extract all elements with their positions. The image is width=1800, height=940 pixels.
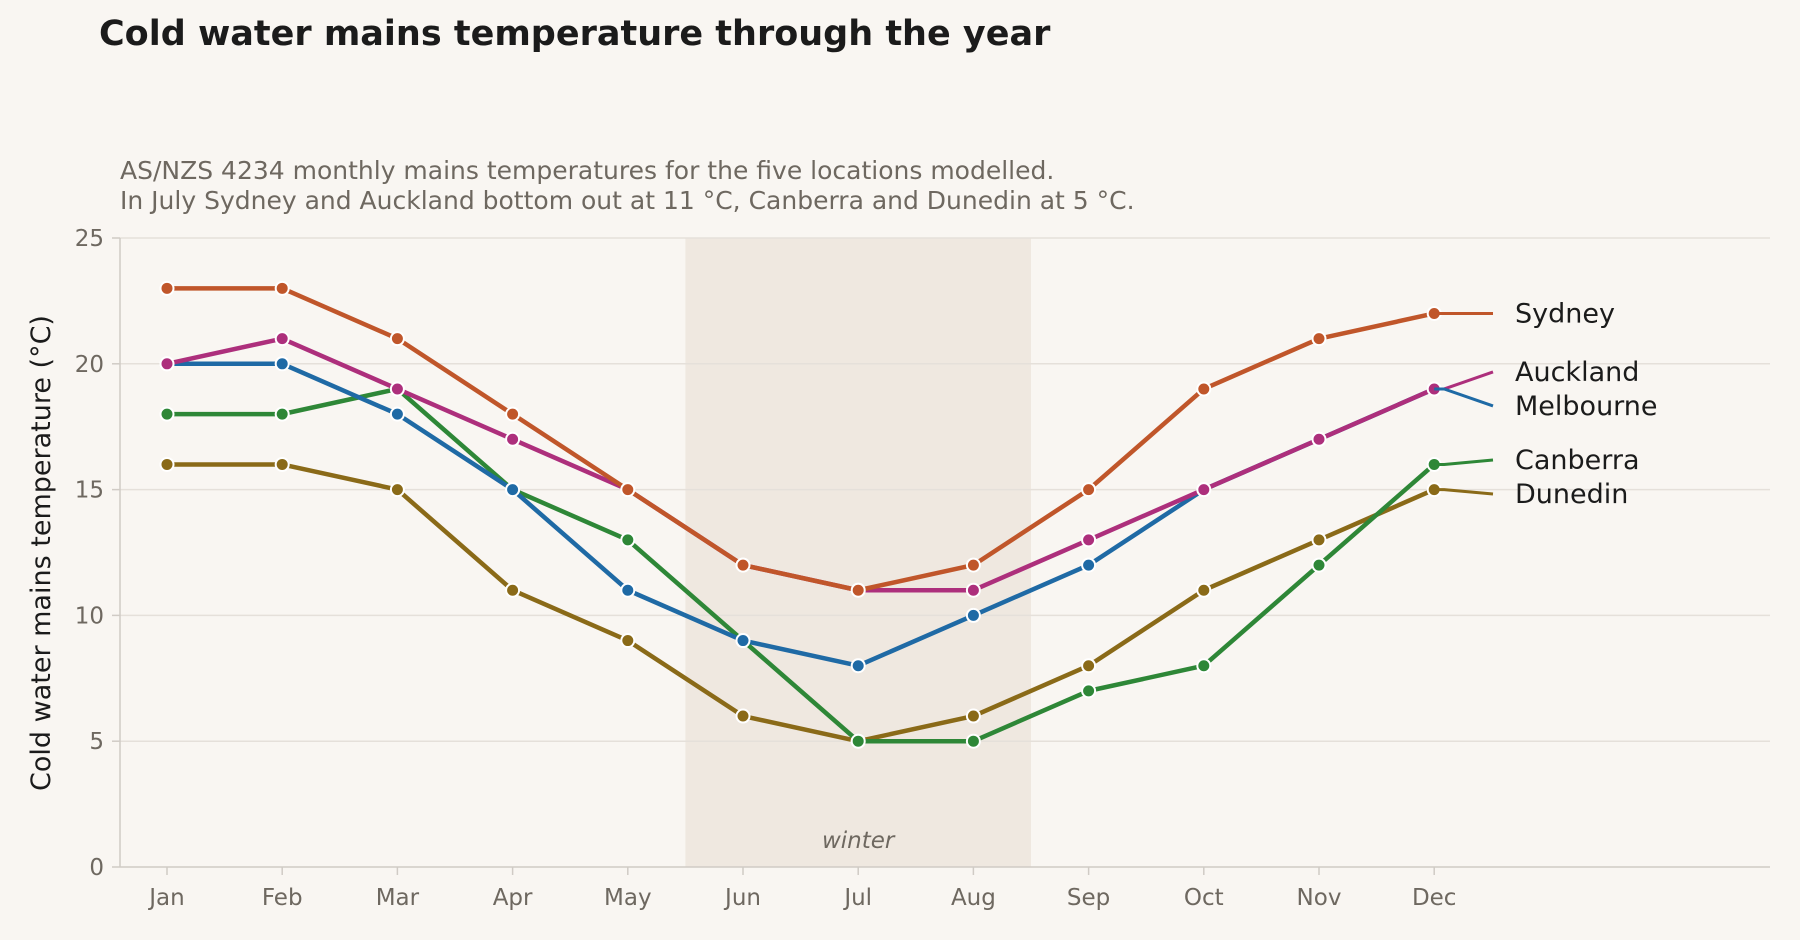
data-point (850, 582, 866, 598)
data-point (1311, 532, 1327, 548)
series-sydney (159, 280, 1442, 598)
x-tick-label: Jun (723, 885, 761, 911)
winter-band-label: winter (822, 828, 896, 854)
legend-item-sydney: Sydney (1434, 298, 1615, 329)
data-point (1196, 658, 1212, 674)
data-point (965, 582, 981, 598)
data-point (159, 456, 175, 472)
data-point (389, 331, 405, 347)
data-point (505, 406, 521, 422)
winter-band (685, 238, 1031, 867)
legend-label: Dunedin (1515, 479, 1628, 510)
series-line (164, 386, 1437, 744)
series-layer (159, 280, 1442, 749)
x-tick-label: Apr (493, 885, 533, 911)
legend-connector (1434, 387, 1494, 408)
data-point (505, 431, 521, 447)
y-axis-label: Cold water mains temperature (°C) (26, 315, 57, 791)
data-point (505, 482, 521, 498)
data-point (965, 733, 981, 749)
data-point (620, 582, 636, 598)
data-point (1081, 557, 1097, 573)
data-point (620, 482, 636, 498)
data-point (965, 708, 981, 724)
x-tick-label: Feb (262, 885, 303, 911)
data-point (1196, 381, 1212, 397)
data-point (389, 381, 405, 397)
data-point (505, 582, 521, 598)
data-point (1311, 331, 1327, 347)
data-point (274, 280, 290, 296)
data-point (1311, 431, 1327, 447)
x-tick-label: May (604, 885, 652, 911)
y-tick-label: 25 (75, 226, 104, 252)
x-tick-label: Dec (1412, 885, 1457, 911)
series-line (164, 286, 1437, 593)
legend-item-canberra: Canberra (1434, 445, 1640, 476)
data-point (965, 557, 981, 573)
series-canberra (159, 381, 1442, 749)
y-tick-label: 10 (75, 603, 104, 629)
y-tick-label: 15 (75, 478, 104, 504)
chart-subtitle-line-2: In July Sydney and Auckland bottom out a… (120, 186, 1135, 215)
data-point (735, 708, 751, 724)
legend-label: Sydney (1515, 298, 1615, 329)
data-point (159, 406, 175, 422)
legend-label: Melbourne (1515, 391, 1658, 422)
data-point (735, 633, 751, 649)
data-point (274, 406, 290, 422)
data-point (620, 633, 636, 649)
data-point (1311, 557, 1327, 573)
x-tick-label: Mar (376, 885, 420, 911)
legend-item-melbourne: Melbourne (1434, 387, 1658, 422)
legend-connector (1434, 458, 1494, 466)
data-point (1196, 482, 1212, 498)
data-point (735, 557, 751, 573)
legend-connector (1434, 488, 1494, 496)
chart-subtitle-line-1: AS/NZS 4234 monthly mains temperatures f… (120, 156, 1054, 185)
data-point (389, 406, 405, 422)
chart-title: Cold water mains temperature through the… (99, 14, 1051, 54)
data-point (1081, 658, 1097, 674)
x-tick-label: Jan (147, 885, 184, 911)
winter-band-layer: winter (685, 238, 1031, 867)
data-point (159, 280, 175, 296)
data-point (274, 331, 290, 347)
data-point (1081, 532, 1097, 548)
data-point (850, 658, 866, 674)
data-point (274, 356, 290, 372)
y-tick-label: 20 (75, 352, 104, 378)
x-tick-label: Jul (842, 885, 872, 911)
legend-label: Canberra (1515, 445, 1640, 476)
data-point (389, 482, 405, 498)
data-point (274, 456, 290, 472)
data-point (620, 532, 636, 548)
data-point (1196, 582, 1212, 598)
legend-label: Auckland (1515, 357, 1639, 388)
series-line (164, 462, 1437, 744)
y-tick-label: 0 (89, 855, 104, 881)
series-dunedin (159, 456, 1442, 749)
data-point (1081, 683, 1097, 699)
x-tick-label: Nov (1297, 885, 1342, 911)
x-tick-label: Oct (1184, 885, 1224, 911)
data-point (965, 607, 981, 623)
data-point (1081, 482, 1097, 498)
x-tick-label: Aug (951, 885, 996, 911)
legend-item-dunedin: Dunedin (1434, 479, 1628, 510)
x-tick-label: Sep (1067, 885, 1110, 911)
data-point (159, 356, 175, 372)
axes: 0 5 10 15 20 25 Jan Feb Mar Apr May Jun Jul Aug Sep Oct… (75, 226, 1770, 911)
y-tick-label: 5 (89, 729, 104, 755)
data-point (850, 733, 866, 749)
